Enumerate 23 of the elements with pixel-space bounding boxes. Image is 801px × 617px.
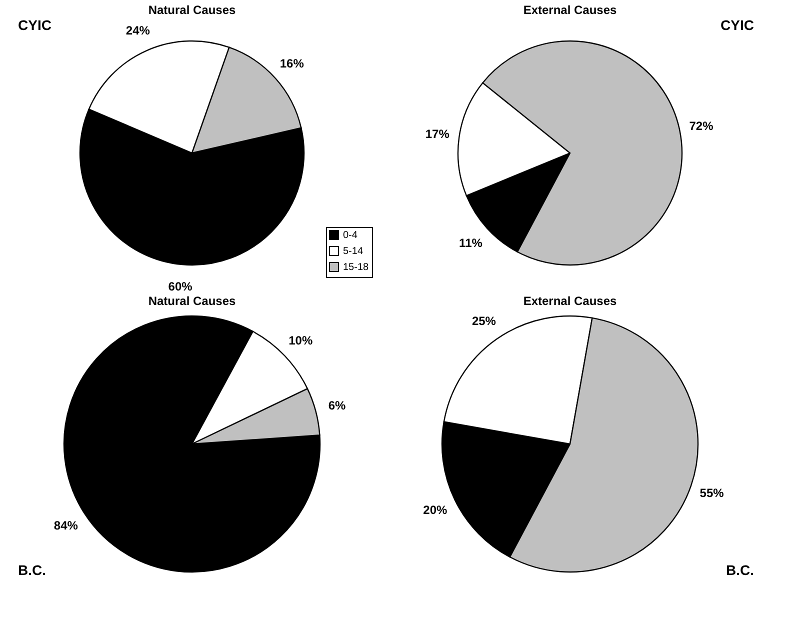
data-label: 84% (54, 518, 78, 532)
data-label: 10% (288, 334, 313, 348)
text: CYIC (720, 17, 754, 33)
data-label: 25% (472, 314, 496, 328)
text: CYIC (18, 17, 52, 33)
data-label: 24% (126, 23, 150, 38)
data-label: 11% (459, 236, 483, 250)
data-label: 6% (328, 398, 346, 413)
data-label: 72% (689, 119, 714, 134)
legend-label: 5-14 (343, 246, 364, 257)
legend-label: 0-4 (343, 230, 358, 241)
data-label: 55% (700, 486, 724, 500)
chart-title: Natural Causes (148, 294, 236, 308)
chart-title: Natural Causes (148, 3, 236, 17)
data-label: 16% (280, 56, 304, 71)
data-label: 20% (423, 502, 448, 517)
chart-title: External Causes (523, 3, 618, 17)
text: B.C. (18, 562, 46, 578)
data-label: 60% (168, 279, 193, 294)
chart-title: External Causes (523, 294, 618, 308)
text: B.C. (726, 562, 754, 578)
data-label: 17% (425, 126, 450, 141)
legend-label: 15-18 (343, 262, 370, 273)
